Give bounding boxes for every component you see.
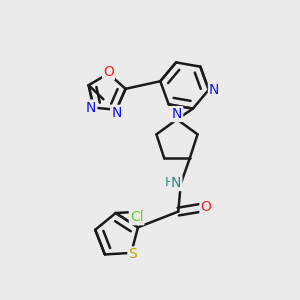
Text: O: O [200, 200, 211, 214]
Text: S: S [128, 248, 137, 261]
Text: N: N [86, 100, 96, 115]
Text: N: N [171, 176, 181, 190]
Text: N: N [172, 107, 182, 121]
Text: O: O [103, 65, 114, 79]
Text: H: H [165, 176, 174, 189]
Text: Cl: Cl [130, 210, 143, 224]
Text: N: N [209, 83, 219, 97]
Text: N: N [111, 106, 122, 120]
